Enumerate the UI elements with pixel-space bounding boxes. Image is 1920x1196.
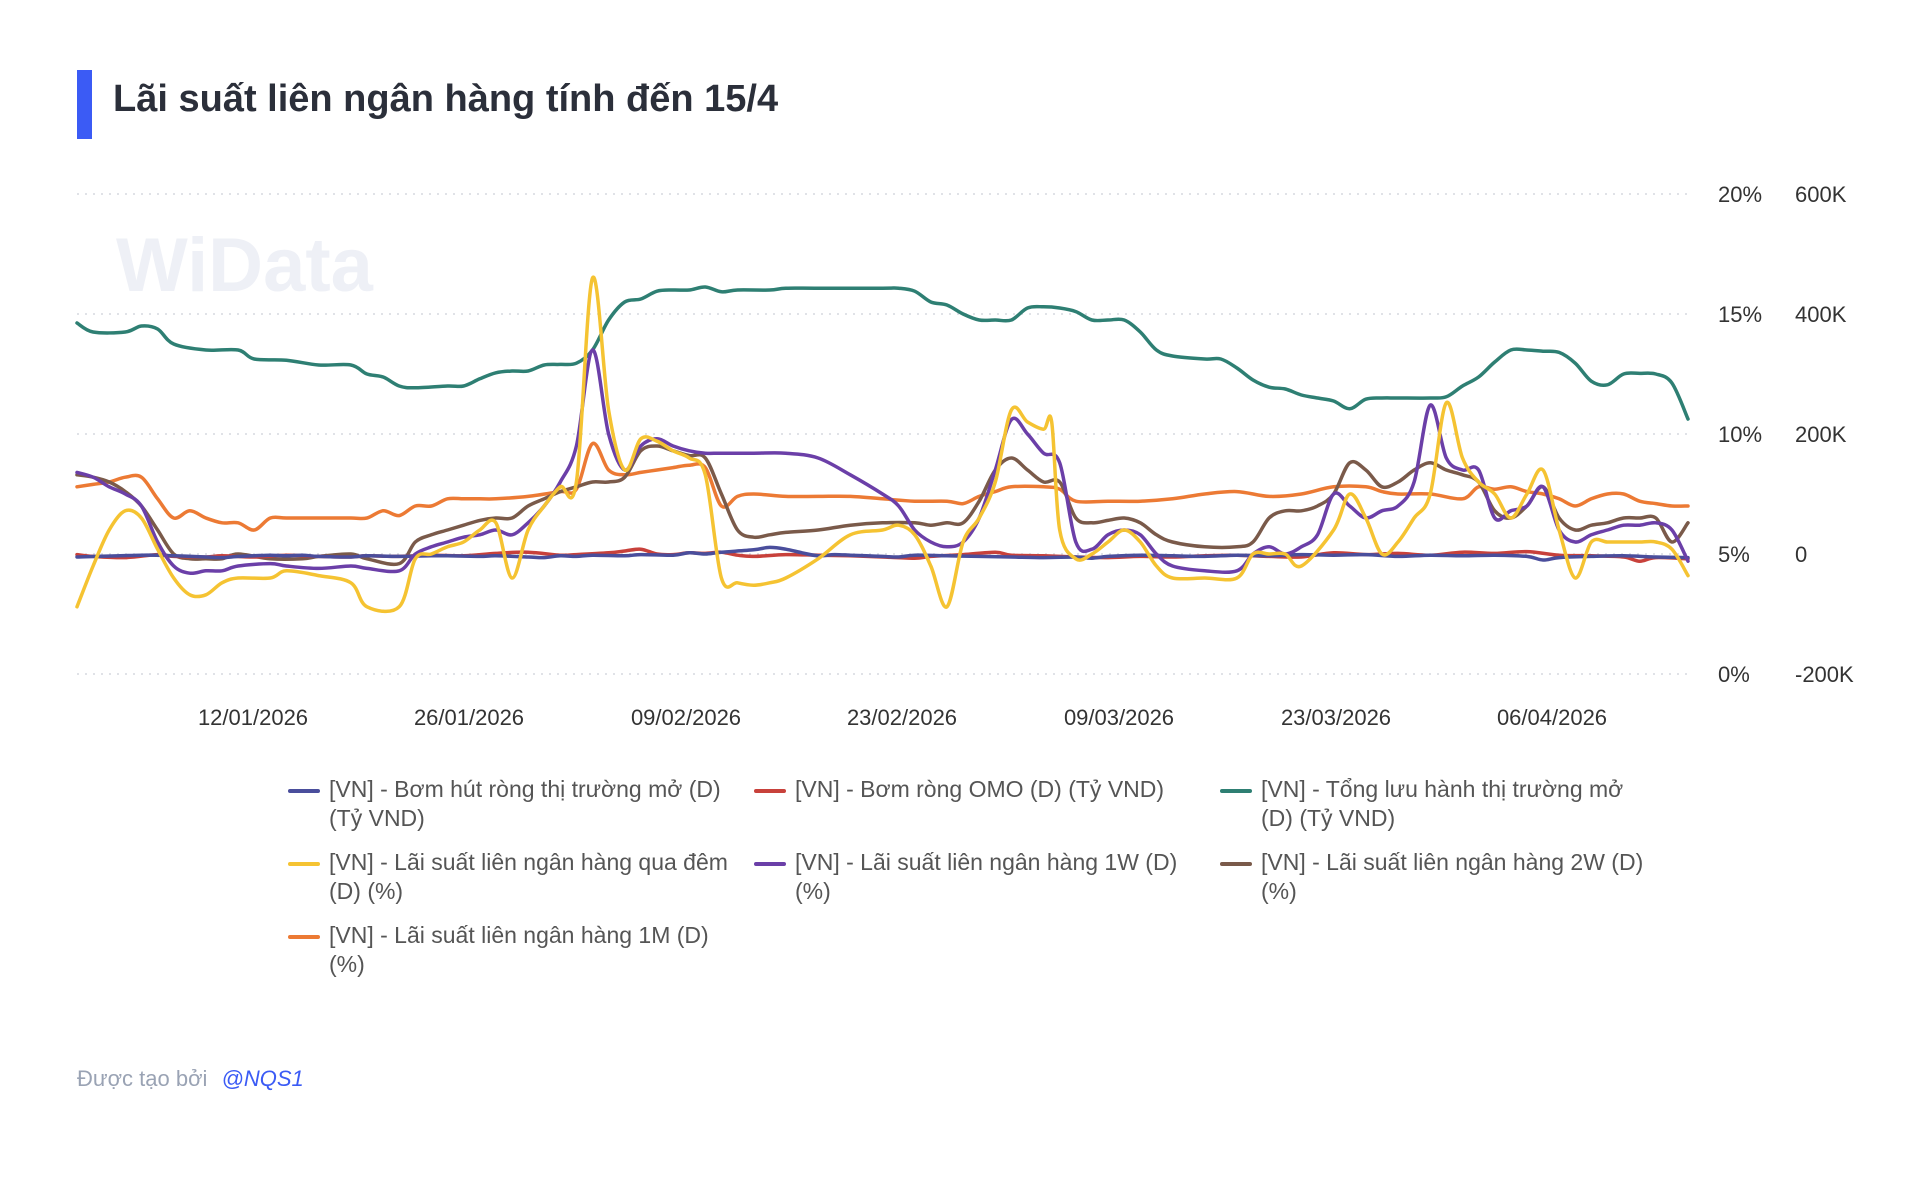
legend-swatch — [1220, 862, 1252, 866]
watermark-logo: WiData — [116, 223, 374, 308]
series-line-2 — [75, 285, 1690, 421]
legend-label: [VN] - Lãi suất liên ngân hàng 1W (D) (%… — [795, 849, 1178, 904]
chart-area: WiData 20%15%10%5%0% 600K400K200K0-200K … — [75, 182, 1854, 730]
legend-swatch — [288, 935, 320, 939]
author-link[interactable]: @NQS1 — [221, 1066, 304, 1091]
x-tick-label: 23/02/2026 — [847, 705, 957, 730]
legend-swatch — [754, 789, 786, 793]
series-line-5 — [75, 444, 1690, 567]
y-right-tick-label: 600K — [1795, 182, 1847, 207]
y-left-tick-label: 15% — [1718, 302, 1762, 327]
x-tick-label: 06/04/2026 — [1497, 705, 1607, 730]
y-right-axis: 600K 400K 200K 0 -200K — [1795, 182, 1854, 687]
legend-swatch — [1220, 789, 1252, 793]
chart-title: Lãi suất liên ngân hàng tính đến 15/4 — [113, 78, 779, 120]
legend-label: [VN] - Lãi suất liên ngân hàng 2W (D) (%… — [1261, 849, 1644, 904]
x-tick-label: 09/02/2026 — [631, 705, 741, 730]
y-left-tick-label: 20% — [1718, 182, 1762, 207]
footer: Được tạo bởi @NQS1 — [77, 1066, 304, 1092]
y-left-tick-label: 10% — [1718, 422, 1762, 447]
legend-label: [VN] - Bơm ròng OMO (D) (Tỷ VND) — [795, 776, 1165, 802]
legend-label: [VN] - Lãi suất liên ngân hàng qua đêm (… — [329, 849, 728, 904]
y-right-tick-label: 0 — [1795, 542, 1807, 567]
x-tick-label: 12/01/2026 — [198, 705, 308, 730]
legend-swatch — [288, 862, 320, 866]
x-tick-label: 23/03/2026 — [1281, 705, 1391, 730]
series-line-6 — [75, 441, 1690, 532]
y-left-axis: 20% 15% 10% 5% 0% — [1718, 182, 1762, 687]
x-tick-label: 09/03/2026 — [1064, 705, 1174, 730]
legend-label: [VN] - Lãi suất liên ngân hàng 1M (D) (%… — [329, 922, 709, 977]
legend-label: [VN] - Tổng lưu hành thị trường mở (D) (… — [1261, 776, 1624, 831]
y-left-tick-label: 5% — [1718, 542, 1750, 567]
footer-created-by: Được tạo bởi — [77, 1066, 208, 1091]
series-line-4 — [75, 348, 1690, 576]
series-lines — [75, 275, 1690, 614]
x-axis: 12/01/2026 26/01/2026 09/02/2026 23/02/2026… — [198, 705, 1607, 730]
y-right-tick-label: 200K — [1795, 422, 1847, 447]
y-right-tick-label: -200K — [1795, 662, 1854, 687]
legend-swatch — [288, 789, 320, 793]
y-left-tick-label: 0% — [1718, 662, 1750, 687]
series-line-0 — [75, 545, 1690, 562]
x-tick-label: 26/01/2026 — [414, 705, 524, 730]
title-accent-bar — [77, 70, 92, 139]
legend-label: [VN] - Bơm hút ròng thị trường mở (D) (T… — [329, 776, 721, 831]
y-right-tick-label: 400K — [1795, 302, 1847, 327]
series-line-3 — [75, 275, 1690, 614]
legend-swatch — [754, 862, 786, 866]
